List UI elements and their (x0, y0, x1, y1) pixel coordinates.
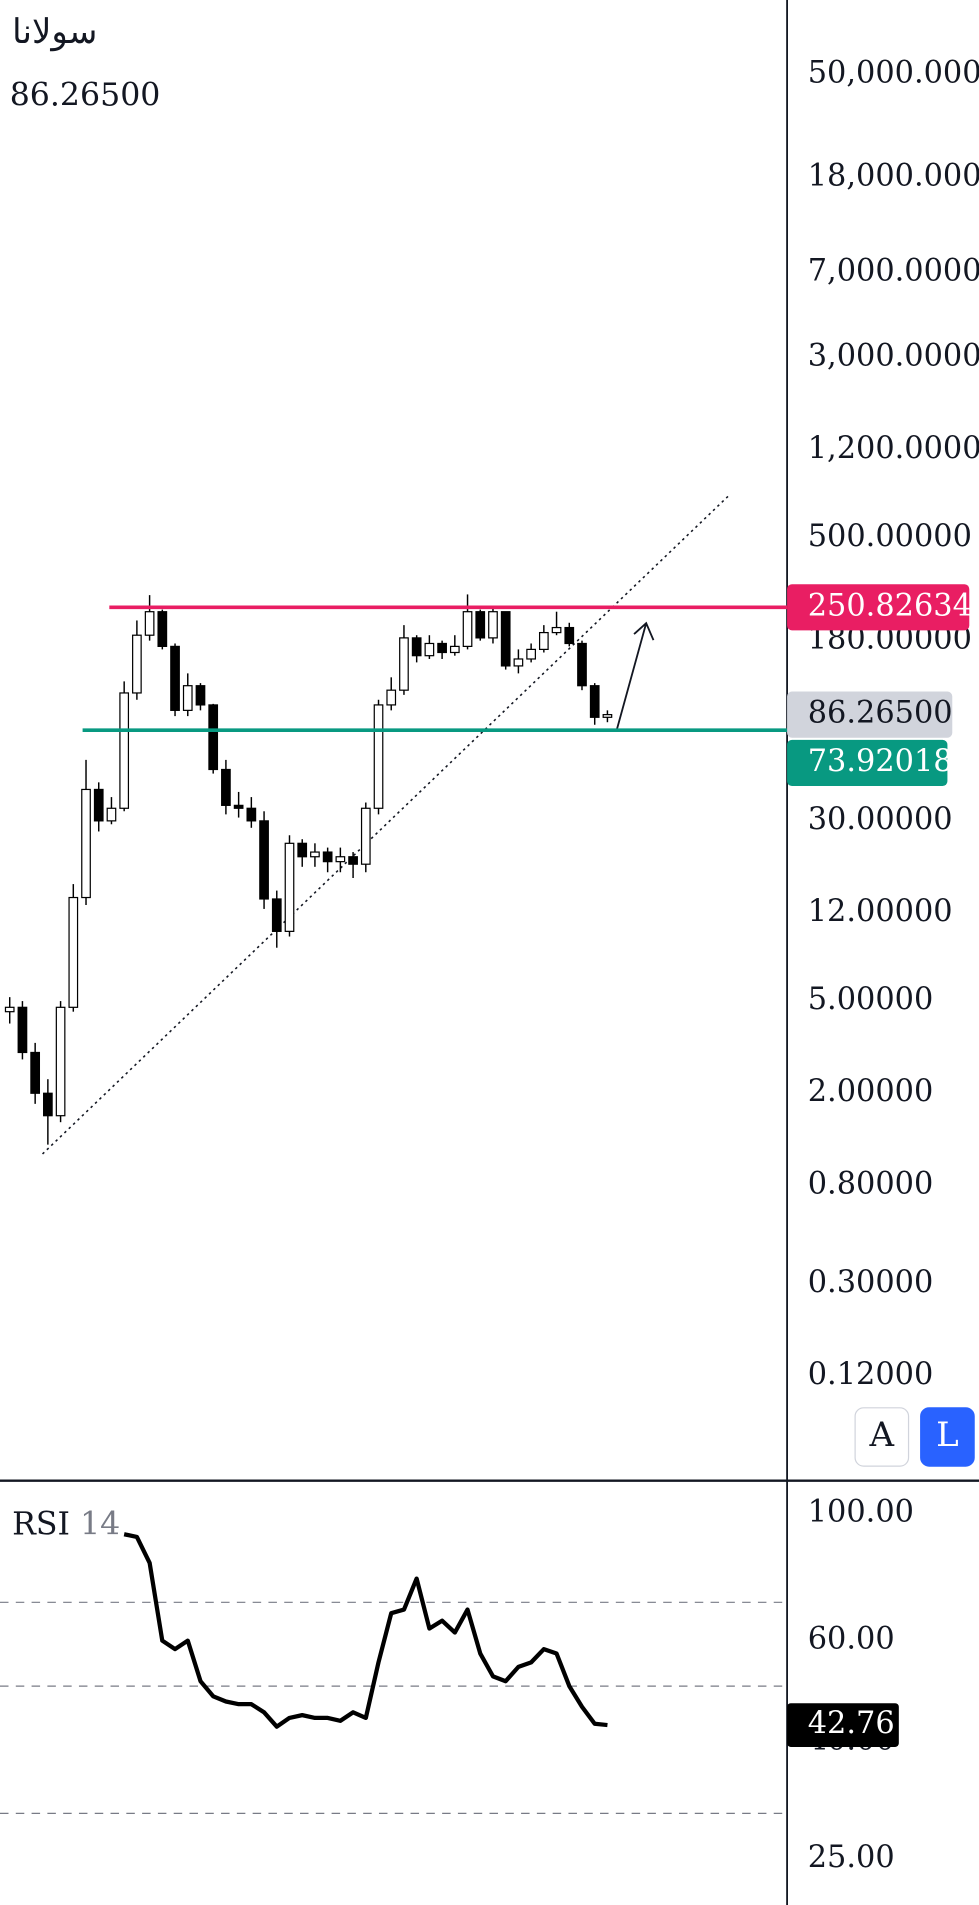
y-tick-label: 0.12000 (808, 1357, 934, 1392)
candle-body (195, 685, 206, 706)
candle-body (411, 637, 422, 657)
rsi-name: RSI (12, 1506, 70, 1542)
candle-body (310, 851, 320, 858)
candle-body (424, 642, 435, 657)
rsi-title: RSI 14 (12, 1506, 120, 1542)
rsi-length: 14 (80, 1506, 120, 1542)
candle-body (513, 658, 524, 667)
last-price-tag (787, 691, 953, 738)
candle-body (93, 788, 104, 822)
candle-body (564, 626, 575, 645)
candle-body (577, 642, 587, 687)
candle-body (373, 704, 384, 809)
candle-body (221, 768, 231, 806)
candle-body (386, 689, 397, 706)
y-tick-label: 0.80000 (808, 1166, 934, 1201)
candle-body (475, 611, 486, 639)
y-tick-label: 5.00000 (808, 982, 934, 1017)
y-tick-label: 50,000.00000 (808, 56, 979, 91)
candle-body (551, 626, 562, 634)
y-tick-label: 3,000.00000 (808, 339, 979, 374)
candle-body (246, 807, 257, 822)
candle-body (360, 807, 371, 865)
candle-body (4, 1006, 15, 1013)
candle-body (500, 611, 511, 667)
scale-button[interactable] (854, 1407, 910, 1467)
rsi-line (123, 1532, 608, 1729)
y-tick-label: 30.00000 (808, 802, 953, 837)
rsi-value-label: 42.76 (808, 1706, 895, 1741)
price-tag-label: 250.82634 (808, 588, 972, 623)
candle-body (170, 645, 180, 711)
y-tick-label: 25.00 (808, 1840, 895, 1875)
y-tick-label: 100.00 (808, 1494, 914, 1529)
candle-body (271, 898, 282, 932)
rsi-value-tag (787, 1703, 899, 1747)
candle-body (449, 645, 460, 654)
candle-body (43, 1092, 53, 1117)
candle-body (119, 692, 130, 809)
candle-body (157, 611, 168, 647)
last-price-label: 86.26500 (808, 696, 953, 731)
y-tick-label: 60.00 (808, 1622, 895, 1657)
candle-body (233, 804, 244, 809)
symbol-title: سولانا (12, 12, 97, 52)
scale-button-label[interactable]: L (936, 1415, 959, 1455)
candle-body (602, 714, 613, 718)
candle-body (526, 648, 536, 660)
candle-body (208, 704, 219, 771)
candle-body (259, 820, 269, 900)
symbol-price: 86.26500 (10, 78, 161, 114)
scale-button[interactable] (920, 1407, 975, 1467)
candle-body (462, 611, 473, 647)
candle-body (437, 642, 447, 654)
y-tick-label: 12.00000 (808, 894, 953, 929)
trend-line (41, 495, 730, 1155)
y-tick-label: 7,000.00000 (808, 253, 979, 288)
candle-body (322, 851, 333, 863)
y-tick-label: 2.00000 (808, 1074, 934, 1109)
candle-body (81, 788, 91, 899)
price-tag-label: 73.92018 (808, 744, 953, 779)
candle-body (284, 842, 295, 932)
candle-body (538, 631, 549, 651)
scale-button-label[interactable]: A (869, 1415, 895, 1455)
candle-body (589, 685, 600, 718)
candle-body (488, 611, 498, 639)
candle-body (55, 1006, 66, 1117)
y-tick-label: 18,000.00000 (808, 158, 979, 193)
y-tick-label: 120,000.00000 (808, 0, 979, 3)
arrow (616, 621, 655, 730)
y-tick-label: 0.30000 (808, 1265, 934, 1300)
candle-body (297, 842, 308, 858)
candle-body (335, 856, 346, 863)
price-tag (787, 739, 948, 787)
y-tick-label: 500.00000 (808, 519, 972, 554)
candle-body (17, 1006, 28, 1054)
candle-body (106, 807, 117, 822)
candle-body (30, 1051, 41, 1094)
candle-body (144, 611, 155, 636)
candle-body (132, 634, 142, 694)
candle-body (182, 685, 193, 711)
candle-body (399, 637, 409, 691)
price-tag (787, 584, 970, 631)
candle-body (348, 856, 358, 865)
y-tick-label: 1,200.00000 (808, 431, 979, 466)
candle-body (68, 896, 79, 1008)
